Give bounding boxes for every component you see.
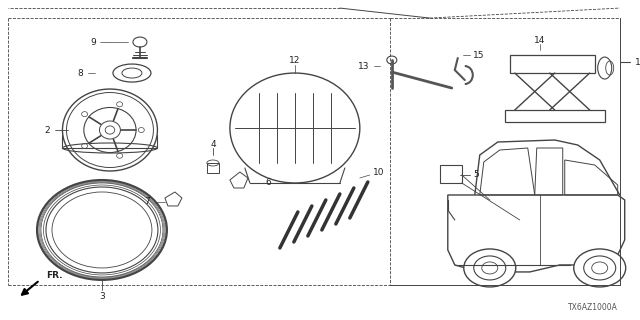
Text: 13: 13 [358,61,370,70]
Text: 9: 9 [90,37,96,46]
Text: 15: 15 [473,51,484,60]
Text: 4: 4 [210,140,216,148]
Bar [207,163,219,173]
Bar [440,165,462,183]
Ellipse shape [573,249,626,287]
Ellipse shape [464,249,516,287]
Text: FR.: FR. [46,271,63,280]
Text: 6: 6 [265,179,271,188]
Text: 3: 3 [99,292,105,301]
Text: TX6AZ1000A: TX6AZ1000A [568,303,618,312]
Text: 8: 8 [77,68,83,77]
Bar [510,55,595,73]
Text: 1: 1 [635,58,640,67]
Bar [505,110,605,122]
Text: 2: 2 [44,125,50,134]
Text: 10: 10 [373,169,385,178]
Text: 7: 7 [144,197,150,206]
Text: 5: 5 [474,171,479,180]
Text: 12: 12 [289,56,301,65]
Text: 14: 14 [534,36,545,44]
